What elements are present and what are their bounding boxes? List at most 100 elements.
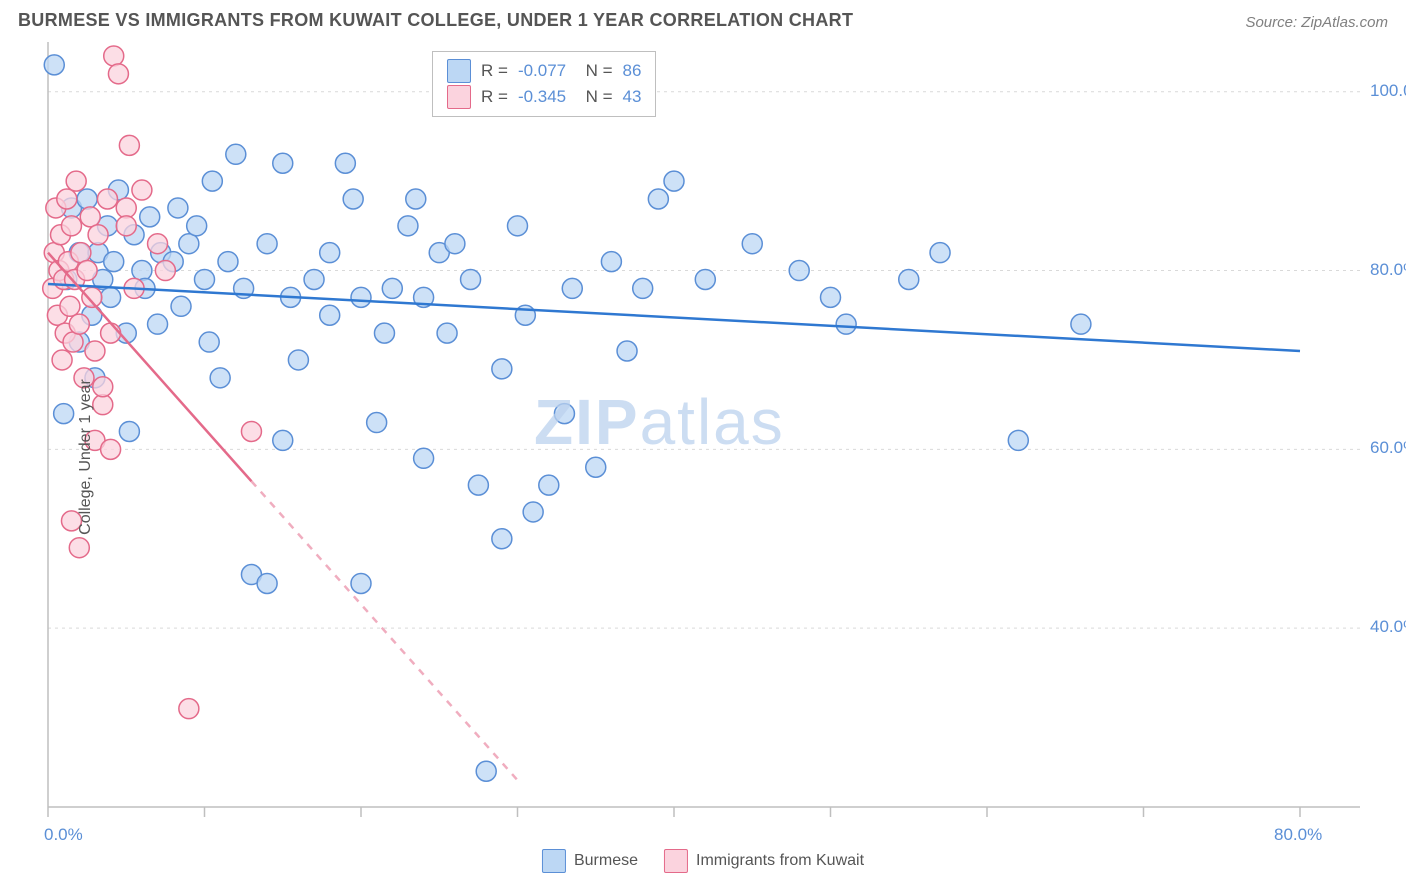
- data-point: [93, 395, 113, 415]
- data-point: [199, 332, 219, 352]
- data-point: [374, 323, 394, 343]
- data-point: [226, 144, 246, 164]
- legend-swatch: [447, 59, 471, 83]
- chart-title: BURMESE VS IMMIGRANTS FROM KUWAIT COLLEG…: [18, 10, 853, 31]
- x-tick-label: 80.0%: [1274, 825, 1322, 845]
- data-point: [445, 234, 465, 254]
- data-point: [257, 573, 277, 593]
- data-point: [468, 475, 488, 495]
- data-point: [695, 269, 715, 289]
- data-point: [930, 243, 950, 263]
- data-point: [88, 225, 108, 245]
- data-point: [54, 404, 74, 424]
- data-point: [210, 368, 230, 388]
- data-point: [61, 216, 81, 236]
- data-point: [63, 332, 83, 352]
- legend-item: Burmese: [542, 849, 638, 873]
- legend-item: Immigrants from Kuwait: [664, 849, 864, 873]
- data-point: [140, 207, 160, 227]
- data-point: [1071, 314, 1091, 334]
- y-axis-label: College, Under 1 year: [77, 379, 95, 535]
- stat-n-label: N =: [576, 61, 612, 81]
- data-point: [148, 314, 168, 334]
- regression-line: [48, 284, 1300, 351]
- data-point: [367, 413, 387, 433]
- data-point: [101, 323, 121, 343]
- data-point: [104, 46, 124, 66]
- data-point: [155, 261, 175, 281]
- data-point: [119, 135, 139, 155]
- data-point: [343, 189, 363, 209]
- data-point: [351, 287, 371, 307]
- data-point: [168, 198, 188, 218]
- data-point: [320, 243, 340, 263]
- regression-line-dashed: [251, 481, 517, 780]
- stat-n-value: 86: [623, 61, 642, 81]
- data-point: [601, 252, 621, 272]
- data-point: [899, 269, 919, 289]
- data-point: [789, 261, 809, 281]
- data-point: [633, 278, 653, 298]
- data-point: [101, 287, 121, 307]
- data-point: [148, 234, 168, 254]
- data-point: [836, 314, 856, 334]
- data-point: [1008, 430, 1028, 450]
- stat-r-value: -0.345: [518, 87, 566, 107]
- data-point: [77, 261, 97, 281]
- data-point: [179, 234, 199, 254]
- data-point: [414, 448, 434, 468]
- source-attribution: Source: ZipAtlas.com: [1245, 14, 1388, 31]
- data-point: [351, 573, 371, 593]
- data-point: [82, 287, 102, 307]
- data-point: [202, 171, 222, 191]
- data-point: [119, 421, 139, 441]
- y-tick-label: 40.0%: [1370, 617, 1406, 637]
- data-point: [132, 180, 152, 200]
- data-point: [461, 269, 481, 289]
- stat-r-value: -0.077: [518, 61, 566, 81]
- data-point: [382, 278, 402, 298]
- data-point: [562, 278, 582, 298]
- data-point: [398, 216, 418, 236]
- data-point: [101, 439, 121, 459]
- legend-label: Immigrants from Kuwait: [696, 852, 864, 870]
- data-point: [187, 216, 207, 236]
- data-point: [273, 430, 293, 450]
- data-point: [57, 189, 77, 209]
- data-point: [508, 216, 528, 236]
- data-point: [116, 198, 136, 218]
- scatter-chart: [0, 37, 1406, 877]
- data-point: [52, 350, 72, 370]
- legend-swatch: [664, 849, 688, 873]
- chart-container: College, Under 1 year ZIPatlas R = -0.07…: [0, 37, 1406, 877]
- data-point: [218, 252, 238, 272]
- data-point: [132, 261, 152, 281]
- data-point: [304, 269, 324, 289]
- stat-r-label: R =: [481, 61, 508, 81]
- data-point: [664, 171, 684, 191]
- data-point: [406, 189, 426, 209]
- data-point: [80, 207, 100, 227]
- data-point: [66, 171, 86, 191]
- data-point: [60, 296, 80, 316]
- data-point: [320, 305, 340, 325]
- data-point: [171, 296, 191, 316]
- legend-swatch: [447, 85, 471, 109]
- data-point: [257, 234, 277, 254]
- y-tick-label: 60.0%: [1370, 438, 1406, 458]
- series-burmese: [44, 55, 1091, 781]
- data-point: [648, 189, 668, 209]
- data-point: [742, 234, 762, 254]
- y-tick-label: 80.0%: [1370, 260, 1406, 280]
- data-point: [97, 189, 117, 209]
- data-point: [492, 359, 512, 379]
- data-point: [93, 377, 113, 397]
- data-point: [69, 314, 89, 334]
- data-point: [492, 529, 512, 549]
- bottom-legend: Burmese Immigrants from Kuwait: [542, 849, 864, 873]
- data-point: [241, 421, 261, 441]
- stat-n-value: 43: [623, 87, 642, 107]
- stat-row: R = -0.345 N = 43: [447, 84, 641, 110]
- data-point: [77, 189, 97, 209]
- stat-row: R = -0.077 N = 86: [447, 58, 641, 84]
